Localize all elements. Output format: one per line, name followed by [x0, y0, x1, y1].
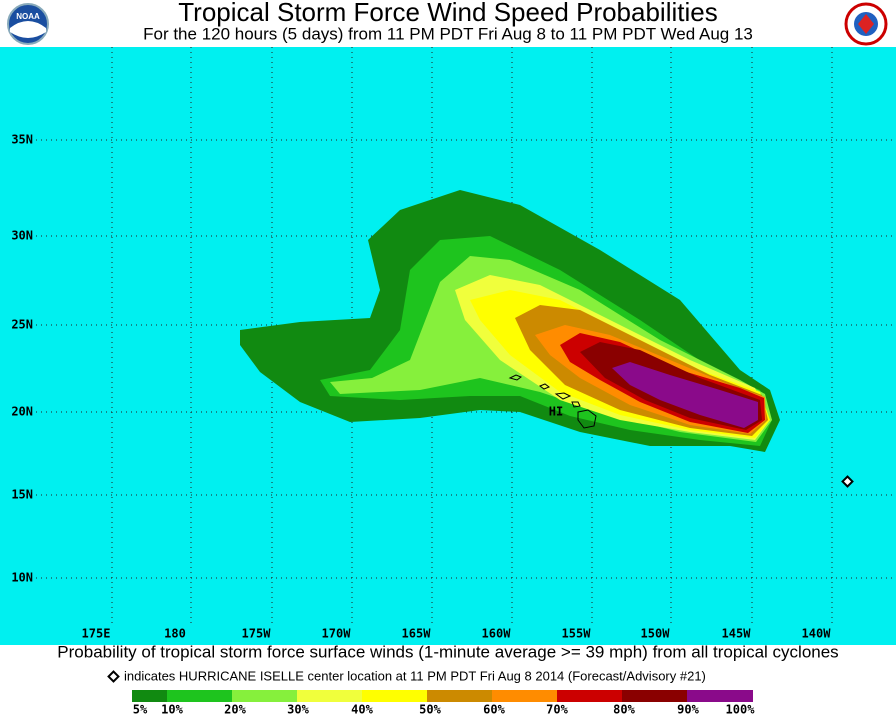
legend-swatch [687, 690, 753, 702]
legend-label: 40% [351, 703, 373, 716]
note-marker [107, 670, 120, 683]
legend-label: 80% [613, 703, 635, 716]
legend-label: 5% [133, 703, 148, 716]
legend: 5% 10% 20% 30% 40% 50% 60% 70% 80% 90% 100% [132, 690, 755, 716]
probability-plume [240, 190, 780, 452]
lon-label: 150W [641, 627, 671, 641]
islands [508, 374, 597, 429]
legend-swatch [232, 690, 297, 702]
legend-label: 10% [161, 703, 183, 716]
legend-swatch [132, 690, 167, 702]
legend-label: 70% [546, 703, 568, 716]
lon-label: 155W [562, 627, 592, 641]
lon-label: 180 [164, 627, 186, 641]
storm-marker [841, 475, 854, 488]
graticule: 35N 30N 25N 20N 15N 10N 175E 180 175W 170W 165W 160… [11, 47, 896, 641]
lat-label: 35N [11, 133, 33, 147]
nws-logo [844, 2, 888, 46]
logo-text: NOAA [16, 12, 40, 21]
caption: Probability of tropical storm force surf… [57, 642, 838, 661]
legend-swatch [297, 690, 362, 702]
legend-label: 90% [677, 703, 699, 716]
lon-label: 175E [82, 627, 111, 641]
lat-label: 15N [11, 488, 33, 502]
lat-label: 20N [11, 405, 33, 419]
legend-swatch [362, 690, 427, 702]
legend-label: 100% [726, 703, 756, 716]
legend-label: 60% [483, 703, 505, 716]
lon-label: 140W [802, 627, 832, 641]
lon-label: 165W [402, 627, 432, 641]
legend-swatch [492, 690, 557, 702]
lat-label: 25N [11, 318, 33, 332]
lon-label: 170W [322, 627, 352, 641]
lat-label: 10N [11, 571, 33, 585]
legend-label: 30% [287, 703, 309, 716]
legend-swatch [427, 690, 492, 702]
legend-note: indicates HURRICANE ISELLE center locati… [124, 668, 706, 683]
lat-label: 30N [11, 229, 33, 243]
lon-label: 175W [242, 627, 272, 641]
subtitle: For the 120 hours (5 days) from 11 PM PD… [143, 24, 753, 43]
legend-swatch [622, 690, 687, 702]
legend-label: 50% [419, 703, 441, 716]
place-label: HI [549, 405, 563, 419]
legend-swatch [167, 690, 232, 702]
lon-label: 160W [482, 627, 512, 641]
legend-swatch [557, 690, 622, 702]
noaa-logo: NOAA [7, 3, 49, 45]
title: Tropical Storm Force Wind Speed Probabil… [178, 0, 717, 27]
lon-label: 145W [722, 627, 752, 641]
legend-label: 20% [224, 703, 246, 716]
